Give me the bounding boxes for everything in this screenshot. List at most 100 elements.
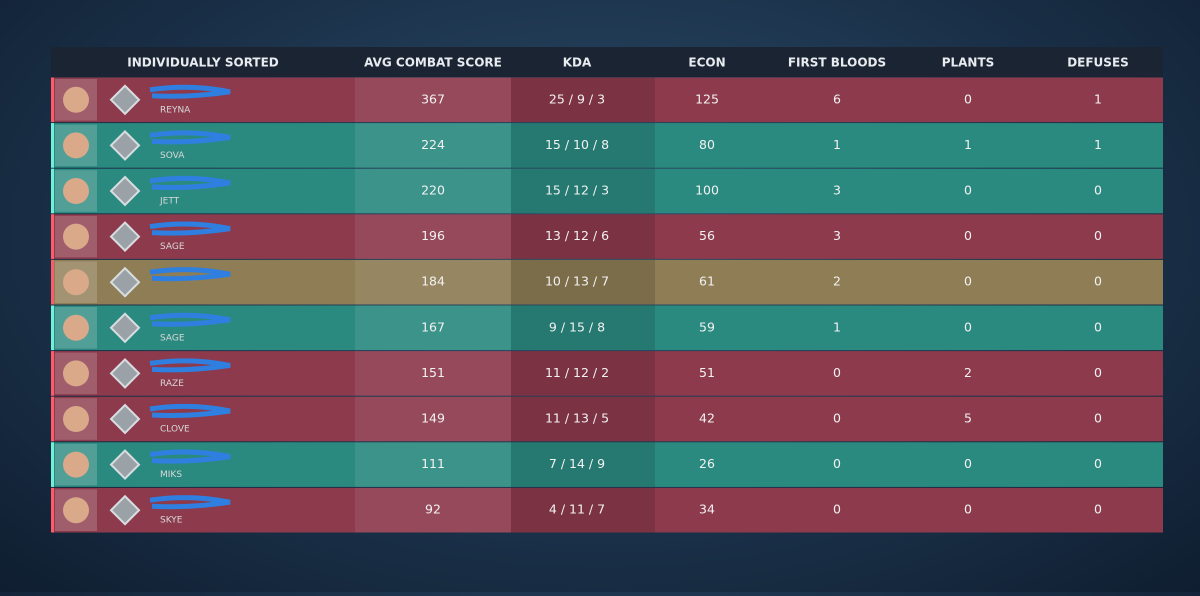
agent-face — [63, 223, 89, 250]
stat-cell: 100 — [695, 183, 719, 198]
stat-cell: 0 — [833, 502, 841, 517]
row-accent — [51, 305, 54, 351]
stat-cell: 0 — [1094, 274, 1102, 289]
stat-cell: 0 — [964, 91, 972, 106]
stat-cell: 5 — [964, 411, 972, 426]
rank-icon — [109, 221, 141, 253]
stat-column-shade — [355, 168, 511, 214]
column-header: PLANTS — [942, 56, 995, 70]
stat-cell: 25 / 9 / 3 — [549, 91, 605, 106]
name-scribble — [149, 358, 231, 373]
stat-cell: 51 — [699, 365, 715, 380]
column-header: FIRST BLOODS — [788, 56, 886, 70]
stat-column-shade — [355, 351, 511, 396]
row-background — [51, 259, 1163, 305]
stat-column-shade — [511, 305, 655, 351]
row-background — [51, 305, 1163, 351]
stat-cell: 7 / 14 / 9 — [549, 456, 605, 471]
row-accent — [51, 123, 54, 168]
rank-icon — [109, 494, 141, 526]
stat-cell: 0 — [833, 411, 841, 426]
row-background — [51, 214, 1163, 259]
row-accent — [51, 168, 54, 214]
row-accent — [51, 487, 54, 533]
agent-face — [63, 406, 89, 432]
agent-face — [63, 86, 89, 113]
rank-icon — [109, 175, 141, 207]
agent-name: CLOVE — [160, 425, 190, 435]
stat-cell: 80 — [699, 137, 715, 152]
name-scribble — [149, 84, 231, 99]
stat-column-shade — [511, 123, 655, 168]
rank-icon — [109, 84, 141, 116]
stat-cell: 34 — [699, 502, 715, 517]
row-accent — [51, 442, 54, 487]
stat-cell: 0 — [964, 274, 972, 289]
stat-column-shade — [511, 77, 655, 123]
rank-icon — [109, 266, 141, 298]
stat-cell: 13 / 12 / 6 — [545, 228, 609, 243]
column-header: ECON — [688, 56, 725, 70]
column-header: AVG COMBAT SCORE — [364, 56, 502, 70]
stat-cell: 0 — [964, 502, 972, 517]
name-scribble — [149, 312, 231, 327]
stat-cell: 0 — [1094, 228, 1102, 243]
stat-cell: 111 — [421, 456, 445, 471]
agent-face — [63, 451, 89, 478]
stat-cell: 0 — [964, 456, 972, 471]
name-scribble — [149, 267, 231, 282]
column-header: INDIVIDUALLY SORTED — [127, 56, 279, 70]
row-background — [51, 123, 1163, 168]
agent-face — [63, 132, 89, 159]
agent-name: MIKS — [160, 470, 182, 480]
rank-icon — [109, 357, 141, 389]
agent-face — [63, 269, 89, 296]
stat-column-shade — [511, 351, 655, 396]
stat-cell: 1 — [964, 137, 972, 152]
name-scribble — [149, 130, 231, 145]
row-accent — [51, 259, 54, 305]
stat-cell: 42 — [699, 411, 715, 426]
stat-cell: 367 — [421, 91, 445, 106]
row-background — [51, 77, 1163, 123]
name-scribble — [149, 175, 231, 190]
agent-name: SAGE — [160, 333, 185, 343]
stat-cell: 1 — [833, 319, 841, 334]
agent-name: REYNA — [160, 105, 191, 115]
stat-column-shade — [355, 77, 511, 123]
stat-column-shade — [355, 487, 511, 533]
name-scribble — [149, 221, 231, 236]
stat-cell: 196 — [421, 228, 445, 243]
stat-cell: 1 — [833, 137, 841, 152]
stat-cell: 9 / 15 / 8 — [549, 319, 605, 334]
agent-face — [63, 178, 89, 204]
agent-name: JETT — [159, 197, 180, 207]
rank-icon — [109, 449, 141, 481]
stat-column-shade — [355, 259, 511, 305]
column-header: DEFUSES — [1067, 56, 1129, 70]
stat-cell: 0 — [1094, 502, 1102, 517]
stat-column-shade — [355, 305, 511, 351]
stat-cell: 10 / 13 / 7 — [545, 274, 609, 289]
stat-cell: 149 — [421, 411, 445, 426]
row-accent — [51, 351, 54, 396]
name-scribble — [149, 403, 231, 418]
stat-cell: 0 — [1094, 456, 1102, 471]
agent-face — [63, 360, 89, 387]
row-accent — [51, 396, 54, 442]
stat-cell: 15 / 12 / 3 — [545, 183, 609, 198]
stat-cell: 6 — [833, 91, 841, 106]
stat-cell: 2 — [833, 274, 841, 289]
stat-column-shade — [355, 123, 511, 168]
stat-cell: 224 — [421, 137, 445, 152]
name-scribble — [149, 495, 231, 510]
row-background — [51, 351, 1163, 396]
stat-column-shade — [355, 442, 511, 487]
stat-cell: 0 — [1094, 365, 1102, 380]
agent-face — [63, 497, 89, 524]
stat-cell: 3 — [833, 228, 841, 243]
stat-column-shade — [511, 442, 655, 487]
stat-cell: 4 / 11 / 7 — [549, 502, 605, 517]
stat-cell: 11 / 13 / 5 — [545, 411, 609, 426]
